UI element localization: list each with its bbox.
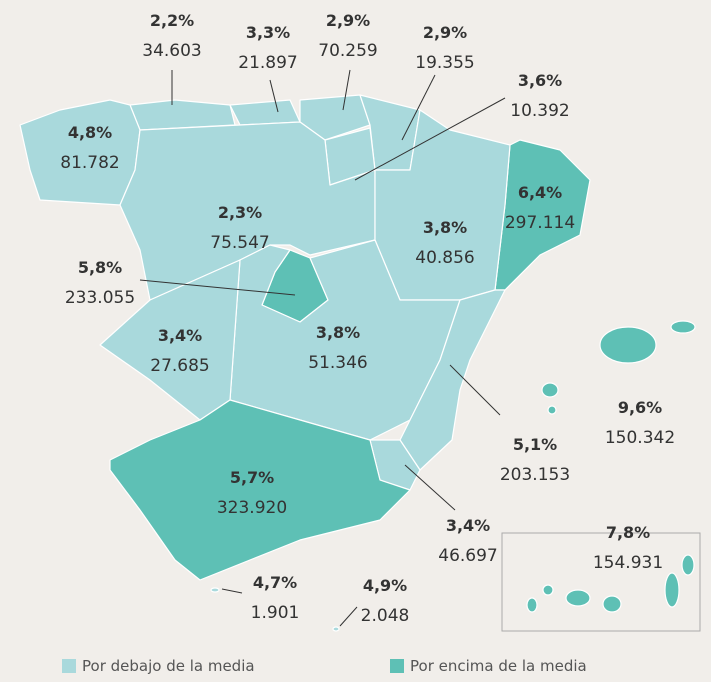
region-shape	[299, 94, 371, 141]
region-shape	[681, 554, 695, 576]
region-value: 203.153	[500, 465, 570, 485]
region-pct: 4,8%	[68, 123, 112, 142]
region-value: 150.342	[605, 428, 675, 448]
region-shape	[670, 320, 696, 334]
region-value: 1.901	[251, 603, 300, 623]
legend-label: Por debajo de la media	[82, 657, 255, 675]
region-value: 2.048	[361, 606, 410, 626]
region-shape	[526, 597, 538, 613]
region-shape	[332, 626, 340, 632]
region-value: 34.603	[142, 41, 201, 61]
region-pct: 7,8%	[606, 523, 650, 542]
region-value: 10.392	[510, 101, 569, 121]
leader-line	[354, 97, 506, 181]
leader-lines	[139, 69, 506, 627]
region-value: 297.114	[505, 213, 575, 233]
region-pct: 2,2%	[150, 11, 194, 30]
region-value: 46.697	[438, 546, 497, 566]
region-value: 70.259	[318, 41, 377, 61]
region-shape	[599, 326, 657, 364]
region-shape	[119, 121, 376, 301]
region-shape	[399, 289, 506, 471]
region-value: 21.897	[238, 53, 297, 73]
leader-line	[342, 69, 351, 111]
region-value: 323.920	[217, 498, 287, 518]
region-pct: 6,4%	[518, 183, 562, 202]
leader-line	[449, 364, 501, 416]
region-pct: 2,9%	[423, 23, 467, 42]
region-pct: 4,7%	[253, 573, 297, 592]
region-value: 75.547	[210, 233, 269, 253]
region-value: 19.355	[415, 53, 474, 73]
region-pct: 2,3%	[218, 203, 262, 222]
legend-swatch	[62, 659, 76, 673]
region-shape	[542, 584, 554, 596]
region-pct: 2,9%	[326, 11, 370, 30]
region-value: 40.856	[415, 248, 474, 268]
region-value: 154.931	[593, 553, 663, 573]
region-shape	[229, 99, 301, 126]
region-value: 81.782	[60, 153, 119, 173]
leader-line	[139, 279, 296, 296]
region-pct: 9,6%	[618, 398, 662, 417]
region-pct: 3,4%	[158, 326, 202, 345]
region-pct: 3,8%	[316, 323, 360, 342]
canarias-box	[501, 532, 701, 632]
region-shape	[664, 572, 680, 608]
region-pct: 5,7%	[230, 468, 274, 487]
region-shape	[565, 589, 591, 607]
leader-line	[401, 74, 436, 141]
leader-line	[339, 606, 358, 627]
region-pct: 3,8%	[423, 218, 467, 237]
legend-label: Por encima de la media	[410, 657, 587, 675]
region-shape	[547, 405, 557, 415]
region-pct: 5,1%	[513, 435, 557, 454]
region-pct: 4,9%	[363, 576, 407, 595]
region-value: 51.346	[308, 353, 367, 373]
region-pct: 3,3%	[246, 23, 290, 42]
leader-line	[221, 588, 243, 594]
region-value: 27.685	[150, 356, 209, 376]
region-pct: 3,4%	[446, 516, 490, 535]
region-shape	[109, 399, 411, 581]
region-pct: 3,6%	[518, 71, 562, 90]
labels: 2,2% 34.603 3,3% 21.897 2,9% 70.259 2,9% 19.355…	[60, 11, 675, 626]
region-shape	[210, 587, 220, 593]
leader-line	[269, 79, 279, 113]
legend-swatch	[390, 659, 404, 673]
region-shape	[541, 382, 559, 398]
leader-line	[404, 464, 456, 511]
region-pct: 5,8%	[78, 258, 122, 277]
region-value: 233.055	[65, 288, 135, 308]
region-shape	[602, 595, 622, 613]
regions	[19, 94, 701, 632]
